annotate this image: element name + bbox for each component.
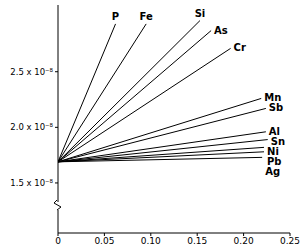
series-label: P — [112, 11, 119, 22]
line — [58, 24, 116, 162]
y-axis — [58, 5, 59, 233]
x-tick-label: 0.20 — [234, 236, 254, 245]
x-tick-label: 0.25 — [280, 236, 300, 245]
line — [58, 152, 264, 162]
y-tick-label: 2.5 x 10⁻⁸ — [10, 67, 53, 77]
y-tick-label: 2.0 x 10⁻⁸ — [10, 122, 53, 132]
series-label: As — [214, 25, 228, 36]
line — [58, 108, 266, 161]
x-tick-label: 0 — [55, 236, 61, 245]
x-axis — [58, 233, 290, 234]
chart: 0 0.05 0.10 0.15 0.20 0.25 1.5 x 10⁻⁸ 2.0 x 10⁻… — [0, 0, 300, 245]
line — [58, 132, 266, 162]
y-tick — [55, 71, 58, 72]
x-tick-label: 0.05 — [94, 236, 114, 245]
series-label: Cr — [234, 42, 246, 53]
series-label: Si — [195, 8, 206, 19]
line — [58, 147, 264, 161]
line — [58, 157, 262, 161]
series-label: Ag — [265, 166, 280, 177]
line — [58, 140, 268, 162]
series-label: Fe — [140, 11, 153, 22]
series-label: Sb — [269, 102, 283, 113]
y-tick — [55, 182, 58, 183]
line — [58, 48, 231, 161]
line — [58, 21, 200, 162]
line — [58, 98, 261, 161]
axis-break — [54, 200, 61, 210]
lines — [58, 21, 268, 162]
x-tick-label: 0.10 — [141, 236, 161, 245]
x-tick-label: 0.15 — [187, 236, 207, 245]
y-tick — [55, 127, 58, 128]
y-tick-label: 1.5 x 10⁻⁸ — [10, 178, 53, 188]
line — [58, 24, 146, 162]
